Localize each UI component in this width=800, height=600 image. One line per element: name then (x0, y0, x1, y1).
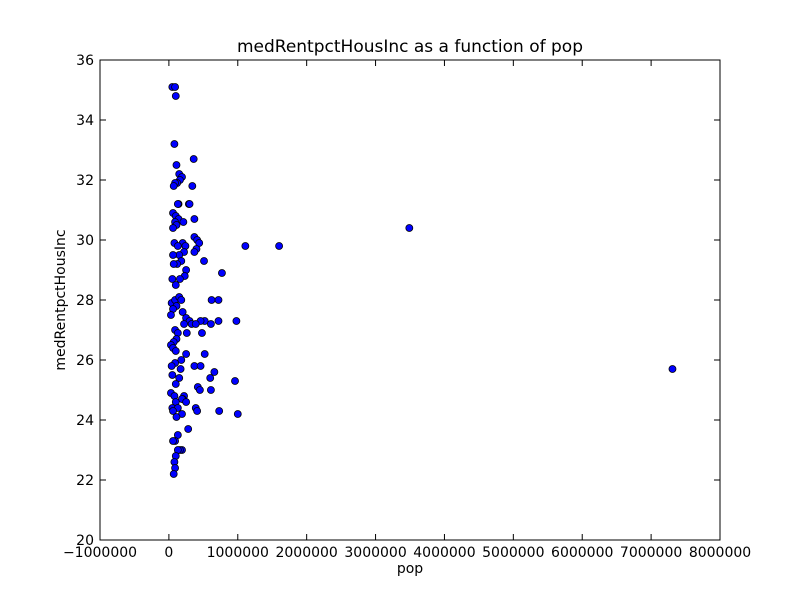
data-point (200, 257, 208, 265)
data-point (668, 365, 677, 373)
y-tick-label: 20 (76, 533, 94, 549)
data-point (173, 242, 182, 250)
data-point (200, 350, 209, 358)
data-point (167, 311, 175, 319)
data-points (167, 83, 677, 478)
y-tick-label: 32 (76, 173, 94, 189)
data-point (169, 407, 177, 415)
data-point (190, 248, 199, 256)
data-point (233, 410, 242, 418)
data-point (190, 215, 199, 223)
data-point (169, 437, 177, 445)
data-point (176, 275, 184, 283)
data-point (231, 377, 239, 385)
plot-area (100, 60, 720, 540)
data-point (218, 269, 226, 277)
y-tick-label: 26 (76, 353, 94, 369)
data-point (171, 347, 180, 355)
y-axis-ticks: 20 22 24 26 28 30 32 34 36 (76, 53, 720, 549)
data-point (179, 218, 188, 226)
data-point (182, 398, 191, 406)
data-point (171, 92, 180, 100)
data-point (169, 251, 177, 259)
data-point (182, 350, 191, 358)
data-point (172, 413, 181, 421)
data-point (169, 224, 177, 232)
data-point (171, 380, 180, 388)
y-tick-label: 24 (76, 413, 94, 429)
data-point (168, 275, 177, 283)
data-point (172, 161, 181, 169)
data-point (176, 365, 185, 373)
data-point (210, 368, 219, 376)
data-point (241, 242, 250, 250)
data-point (171, 83, 179, 91)
y-tick-label: 22 (76, 473, 94, 489)
x-tick-label: 7000000 (620, 545, 682, 561)
data-point (215, 407, 224, 415)
data-point (167, 362, 176, 370)
x-tick-label: 5000000 (482, 545, 544, 561)
data-point (214, 296, 223, 304)
data-point (169, 470, 178, 478)
data-point (185, 200, 194, 208)
data-point (177, 296, 186, 304)
data-point (207, 320, 215, 328)
data-point (275, 242, 284, 250)
data-point (232, 317, 241, 325)
x-tick-label: 1000000 (207, 545, 269, 561)
data-point (214, 317, 223, 325)
x-axis-label: pop (397, 561, 423, 577)
data-point (189, 155, 198, 163)
data-point (169, 260, 178, 268)
data-point (177, 356, 186, 364)
data-point (170, 140, 179, 148)
data-point (175, 374, 184, 382)
x-axis-ticks: −1000000 0 1000000 2000000 3000000 4000000 500… (63, 60, 751, 561)
y-tick-label: 36 (76, 53, 94, 69)
data-point (193, 407, 202, 415)
data-point (195, 386, 204, 394)
data-point (405, 224, 414, 232)
chart-title: medRentpctHousInc as a function of pop (237, 37, 583, 57)
data-point (182, 329, 191, 337)
data-point (184, 425, 193, 433)
data-point (180, 320, 188, 328)
data-point (188, 182, 197, 190)
data-point (196, 362, 205, 370)
data-point (168, 371, 177, 379)
data-point (207, 296, 216, 304)
x-tick-label: −1000000 (63, 545, 137, 561)
y-axis-label: medRentpctHousInc (53, 229, 69, 370)
x-tick-label: 6000000 (551, 545, 613, 561)
x-tick-label: 4000000 (413, 545, 475, 561)
data-point (206, 374, 215, 382)
x-tick-label: 0 (164, 545, 173, 561)
data-point (198, 329, 206, 337)
y-tick-label: 28 (76, 293, 94, 309)
y-tick-label: 30 (76, 233, 94, 249)
data-point (169, 182, 178, 190)
x-tick-label: 8000000 (689, 545, 751, 561)
y-tick-label: 34 (76, 113, 94, 129)
data-point (173, 200, 182, 208)
x-tick-label: 2000000 (275, 545, 337, 561)
data-point (207, 386, 215, 394)
data-point (171, 281, 180, 289)
data-point (178, 308, 187, 316)
data-point (191, 320, 200, 328)
x-tick-label: 3000000 (344, 545, 406, 561)
